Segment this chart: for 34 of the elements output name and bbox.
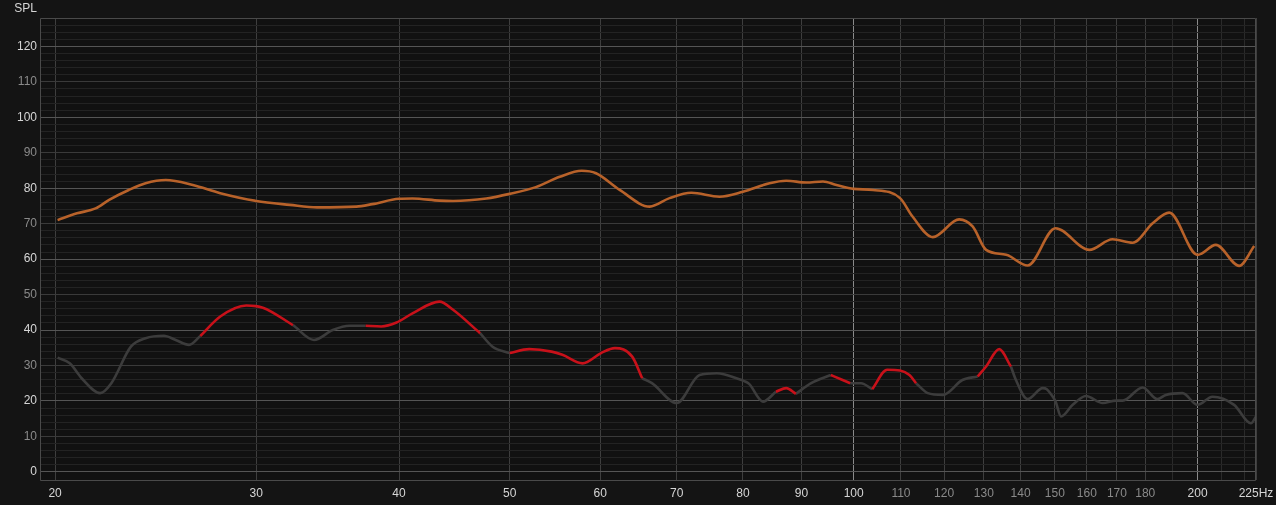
y-tick-label: 100 <box>16 109 38 124</box>
x-tick-label: 160 <box>1076 485 1098 500</box>
x-tick-label: 30 <box>249 485 264 500</box>
y-tick-label: 60 <box>23 251 38 266</box>
y-axis-title: SPL <box>14 1 38 16</box>
y-tick-label: 70 <box>23 215 38 230</box>
y-tick-label: 20 <box>23 393 38 408</box>
y-tick-label: 120 <box>16 38 38 53</box>
x-tick-label: 130 <box>973 485 995 500</box>
x-tick-label: 170 <box>1106 485 1128 500</box>
x-tick-label: 200 <box>1187 485 1208 500</box>
x-tick-label: 180 <box>1135 485 1156 500</box>
y-tick-label: 110 <box>17 74 38 89</box>
x-tick-label: 50 <box>503 485 517 500</box>
x-tick-label: 120 <box>934 485 955 500</box>
x-tick-label: 110 <box>891 485 911 500</box>
x-tick-label: 20 <box>48 485 63 500</box>
y-tick-label: 30 <box>23 357 38 372</box>
x-tick-label: 140 <box>1010 485 1031 500</box>
x-tick-label: 100 <box>843 485 864 500</box>
x-tick-label: 150 <box>1044 485 1066 500</box>
x-tick-label: 80 <box>736 485 750 500</box>
y-tick-label: 90 <box>23 145 38 160</box>
x-tick-label: 40 <box>392 485 407 500</box>
x-tick-label: 70 <box>670 485 684 500</box>
y-tick-label: 50 <box>23 286 38 301</box>
y-tick-label: 40 <box>23 322 38 337</box>
x-tick-label: 90 <box>794 485 809 500</box>
y-tick-label: 10 <box>23 428 38 443</box>
y-tick-label: 0 <box>30 464 38 479</box>
x-tick-label: 225Hz <box>1238 485 1274 500</box>
y-tick-label: 80 <box>23 180 38 195</box>
line-series <box>870 368 918 391</box>
x-tick-label: 60 <box>593 485 608 500</box>
